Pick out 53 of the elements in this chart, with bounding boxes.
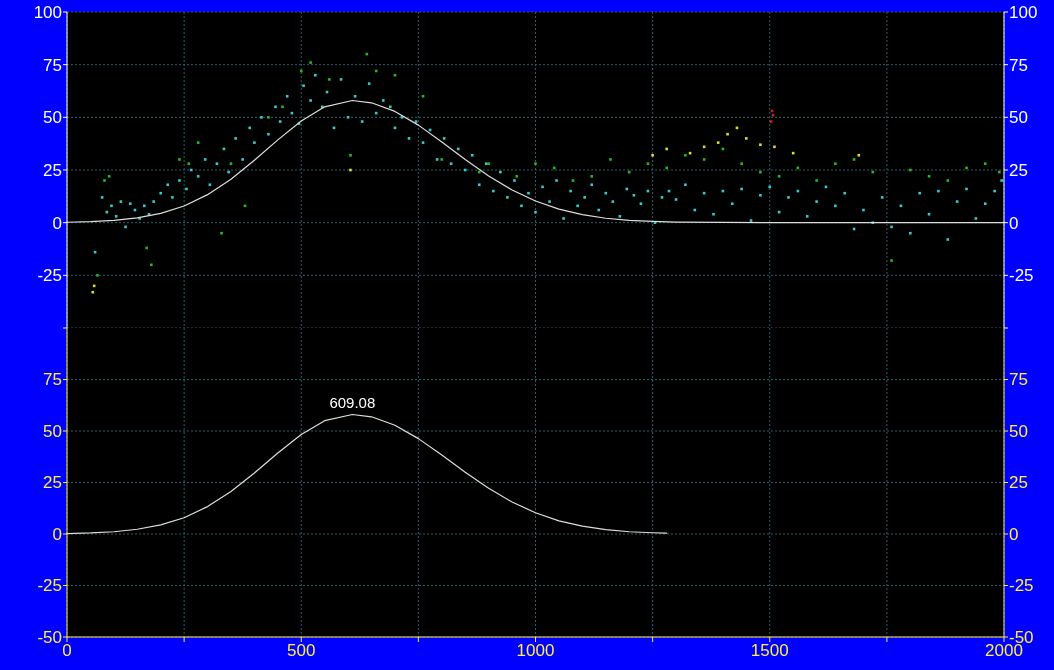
point	[328, 78, 331, 81]
x-tick-label: 500	[287, 641, 316, 660]
y2-tick-label: 75	[1009, 370, 1028, 390]
line-series	[66, 413, 668, 535]
y-tick-label: 0	[52, 524, 62, 544]
point	[745, 137, 748, 140]
point	[309, 61, 312, 64]
point	[590, 175, 594, 178]
point	[267, 116, 270, 119]
point	[857, 153, 861, 157]
y2-tick-label: 0	[1009, 524, 1019, 544]
annotation: 609.08	[329, 393, 376, 411]
line-series	[66, 99, 1005, 224]
y-tick-label: -25	[37, 266, 62, 286]
point	[220, 231, 223, 235]
point	[103, 179, 106, 182]
x-tick-label: 1500	[750, 641, 789, 660]
y-tick-label: 25	[43, 473, 62, 493]
point	[684, 153, 687, 157]
y-tick-label: -25	[37, 576, 62, 596]
point	[890, 259, 893, 262]
y2-tick-label: -25	[1009, 576, 1034, 596]
y2-tick-label: 50	[1009, 108, 1028, 128]
point	[815, 179, 818, 182]
y2-tick-label: 25	[1009, 160, 1028, 180]
y-tick-label: 100	[33, 2, 62, 22]
y2-tick-label: 0	[1009, 213, 1019, 233]
y2-tick-label: 50	[1009, 421, 1028, 441]
point	[946, 179, 950, 182]
point	[534, 162, 537, 165]
y-tick-label: 75	[43, 370, 62, 390]
point	[759, 143, 762, 147]
y2-tick-label: 25	[1009, 473, 1028, 493]
point	[716, 141, 720, 144]
y2-tick-label: 100	[1009, 2, 1038, 22]
y2-tick-label: -25	[1009, 266, 1034, 286]
point	[349, 153, 352, 157]
y2-tick-label: 75	[1009, 55, 1028, 75]
x-tick-label: 1000	[516, 641, 555, 660]
y-tick-label: 50	[43, 108, 62, 128]
point	[515, 175, 519, 178]
y-tick-label: 0	[52, 213, 62, 233]
y-tick-label: -50	[37, 627, 62, 647]
point	[609, 158, 612, 161]
point	[651, 153, 654, 157]
point	[740, 162, 743, 165]
point	[96, 274, 99, 277]
y-tick-label: 50	[43, 421, 62, 441]
point	[983, 162, 987, 165]
y-tick-label: 25	[43, 160, 62, 180]
point	[178, 158, 181, 161]
point	[834, 162, 837, 165]
y-tick-label: 75	[43, 55, 62, 75]
